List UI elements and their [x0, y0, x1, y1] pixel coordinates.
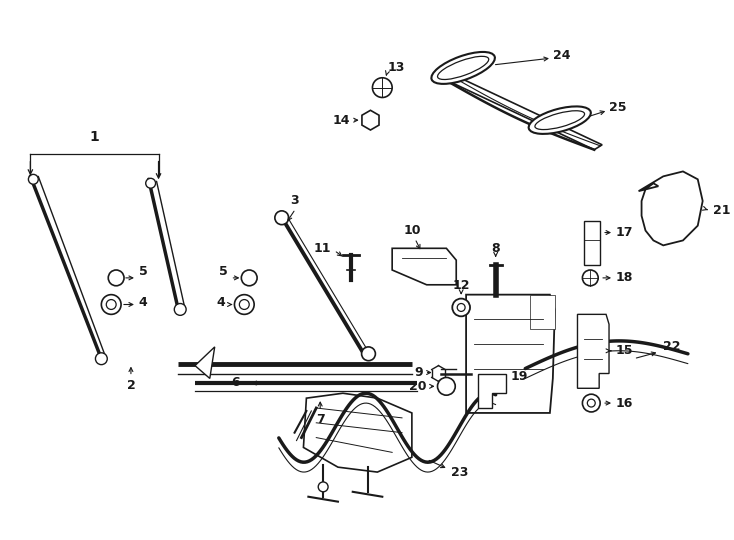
Circle shape	[275, 211, 288, 225]
Circle shape	[587, 399, 595, 407]
Ellipse shape	[535, 111, 584, 130]
Polygon shape	[392, 248, 457, 285]
Circle shape	[108, 270, 124, 286]
Text: 10: 10	[403, 224, 421, 237]
Polygon shape	[195, 347, 215, 379]
Text: 22: 22	[664, 340, 680, 353]
Circle shape	[582, 270, 598, 286]
Text: 1: 1	[90, 130, 99, 144]
Polygon shape	[303, 393, 412, 472]
Text: 2: 2	[126, 379, 135, 392]
Circle shape	[146, 178, 156, 188]
Text: 5: 5	[219, 266, 228, 279]
Circle shape	[372, 78, 392, 98]
Circle shape	[95, 353, 107, 364]
Text: 5: 5	[139, 266, 148, 279]
Text: 15: 15	[616, 345, 633, 357]
Text: 4: 4	[139, 296, 148, 309]
Ellipse shape	[437, 56, 489, 79]
Circle shape	[582, 394, 600, 412]
Circle shape	[241, 270, 257, 286]
Ellipse shape	[528, 106, 591, 134]
Text: 23: 23	[451, 465, 469, 478]
Text: 17: 17	[616, 226, 633, 239]
Text: 12: 12	[452, 279, 470, 292]
Text: 14: 14	[333, 113, 350, 127]
Text: 3: 3	[290, 194, 299, 207]
Polygon shape	[639, 171, 702, 245]
Polygon shape	[478, 374, 506, 408]
Text: 8: 8	[491, 242, 500, 255]
Circle shape	[106, 300, 116, 309]
Text: 19: 19	[510, 370, 528, 383]
Text: 11: 11	[313, 242, 331, 255]
Text: 21: 21	[713, 204, 730, 218]
Text: 16: 16	[616, 396, 633, 409]
Polygon shape	[584, 221, 600, 265]
Polygon shape	[530, 295, 555, 329]
Text: 4: 4	[217, 296, 225, 309]
Circle shape	[174, 303, 186, 315]
Polygon shape	[466, 295, 555, 413]
Text: 18: 18	[616, 272, 633, 285]
Text: 13: 13	[388, 62, 404, 75]
Polygon shape	[441, 73, 602, 150]
Text: 9: 9	[414, 366, 423, 379]
Circle shape	[362, 347, 375, 361]
Polygon shape	[578, 314, 609, 388]
Circle shape	[234, 295, 254, 314]
Ellipse shape	[432, 52, 495, 84]
Circle shape	[319, 482, 328, 492]
Circle shape	[101, 295, 121, 314]
Circle shape	[239, 300, 250, 309]
Text: 6: 6	[231, 376, 240, 389]
Text: 25: 25	[609, 101, 627, 114]
Circle shape	[457, 303, 465, 312]
Circle shape	[452, 299, 470, 316]
Circle shape	[437, 377, 455, 395]
Polygon shape	[362, 110, 379, 130]
Text: 20: 20	[409, 380, 426, 393]
Circle shape	[29, 174, 38, 184]
Text: 7: 7	[316, 413, 324, 427]
Text: 24: 24	[553, 49, 570, 62]
